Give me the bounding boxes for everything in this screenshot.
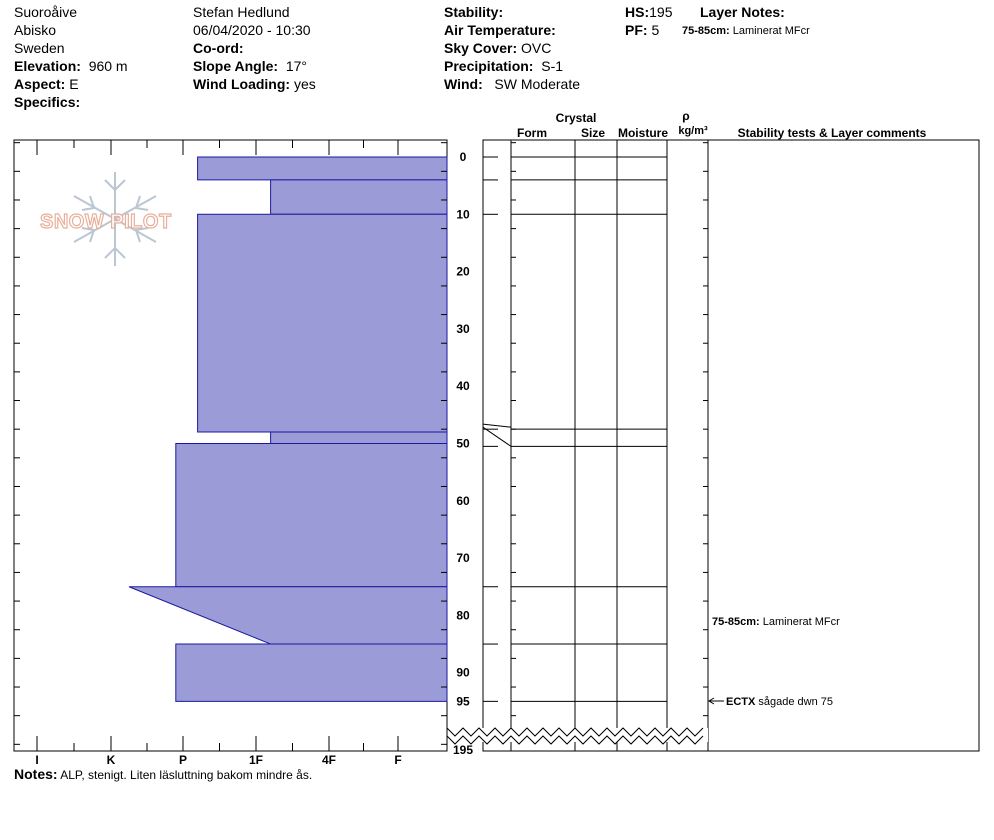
depth-label: 10: [456, 207, 470, 221]
layer-6: [128, 586, 448, 645]
layer-2: [270, 179, 448, 215]
layer-3: [197, 213, 448, 433]
datetime: 06/04/2020 - 10:30: [193, 22, 311, 38]
coordinates: Co-ord:: [193, 40, 244, 56]
depth-label: 20: [456, 265, 470, 279]
country: Sweden: [14, 40, 65, 56]
hardness-label: 4F: [322, 753, 336, 767]
layer-comments: 75-85cm: Laminerat MFcr ECTX sågade dwn …: [708, 616, 840, 708]
depth-label: 50: [456, 437, 470, 451]
col-moisture: Moisture: [618, 126, 668, 140]
comments-frame: [707, 139, 980, 752]
depth-label: 30: [456, 322, 470, 336]
layer-note: 75-85cm: Laminerat MFcr: [682, 25, 810, 37]
depth-label: 40: [456, 379, 470, 393]
hardness-label: K: [107, 753, 116, 767]
comment-layer-note: 75-85cm: Laminerat MFcr: [712, 616, 840, 628]
watermark-text: SNOW PILOT: [40, 211, 172, 233]
hs: HS:195: [625, 4, 673, 20]
stability: Stability:: [444, 4, 504, 20]
elevation: Elevation: 960 m: [14, 58, 128, 74]
depth-label: 95: [456, 694, 470, 708]
layer-7: [175, 643, 448, 702]
break-zigzag: [446, 727, 704, 737]
depth-label: 60: [456, 494, 470, 508]
observer: Stefan Hedlund: [193, 4, 290, 20]
depth-label: 0: [460, 150, 467, 164]
col-comments: Stability tests & Layer comments: [738, 126, 927, 140]
notes: Notes: ALP, stenigt. Liten läsluttning b…: [14, 766, 313, 782]
col-rho: ρ: [682, 109, 689, 123]
depth-label: 195: [453, 743, 473, 757]
snowflake-icon: [73, 172, 157, 266]
sky-cover: Sky Cover: OVC: [444, 40, 552, 56]
wind-loading: Wind Loading: yes: [193, 76, 316, 92]
hardness-label: P: [179, 753, 187, 767]
col-crystal: Crystal: [556, 111, 597, 125]
pf: PF: 5: [625, 22, 660, 38]
air-temperature: Air Temperature:: [444, 22, 556, 38]
layer-notes-label: Layer Notes:: [700, 4, 785, 20]
aspect: Aspect: E: [14, 76, 79, 92]
connector-line: [482, 423, 512, 428]
slope-angle: Slope Angle: 17°: [193, 58, 307, 74]
comment-ectx: ECTX sågade dwn 75: [726, 696, 833, 708]
wind: Wind: SW Moderate: [444, 76, 581, 92]
hardness-layers: [128, 156, 448, 702]
depth-label: 80: [456, 608, 470, 622]
arrow-head-icon: [708, 697, 715, 705]
specifics: Specifics:: [14, 94, 81, 110]
connector-line: [482, 426, 512, 447]
hardness-axis: I K P 1F 4F F: [35, 140, 402, 767]
col-density-unit: kg/m³: [678, 125, 708, 137]
depth-ticks: [14, 142, 447, 745]
hardness-label: I: [35, 753, 38, 767]
depth-label: 90: [456, 666, 470, 680]
layer-1: [197, 156, 448, 181]
depth-break: [446, 727, 708, 745]
layer-5: [175, 443, 448, 588]
precipitation: Precipitation: S-1: [444, 58, 564, 74]
layer-4: [270, 431, 448, 444]
crystal-grid-frame: [482, 139, 709, 752]
depth-axis: 0 10 20 30 40 50 60 70 80 90 95 195: [453, 150, 473, 757]
hardness-label: F: [394, 753, 401, 767]
area: Abisko: [14, 22, 57, 38]
crystal-grid: [482, 140, 708, 751]
location: Suoroåive: [14, 4, 78, 20]
hardness-label: 1F: [249, 753, 263, 767]
break-zigzag: [446, 735, 704, 745]
col-size: Size: [581, 126, 605, 140]
depth-label: 70: [456, 551, 470, 565]
col-form: Form: [517, 126, 547, 140]
